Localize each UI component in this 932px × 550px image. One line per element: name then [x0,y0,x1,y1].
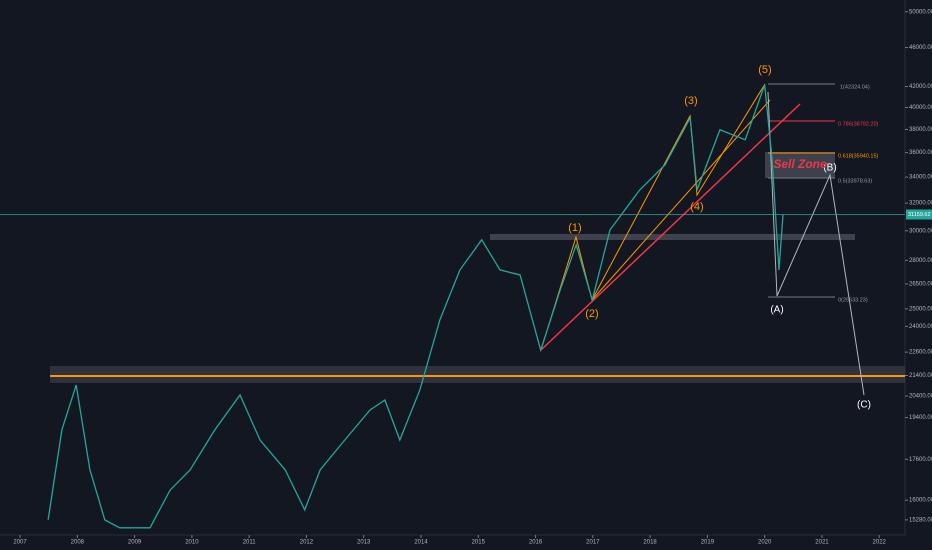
sell-zone-box [765,152,835,178]
x-tick-label: 2013 [357,540,371,546]
y-tick-label: 38000.00 [909,127,932,133]
trend-line [591,99,771,301]
wave-lines [540,83,766,351]
x-tick-label: 2015 [472,540,486,546]
x-tick-label: 2016 [529,540,543,546]
x-tick-label: 2009 [128,540,142,546]
y-tick-label: 24000.00 [909,324,932,330]
price-line [47,84,784,529]
fib-label: 0.786(38792.20) [838,121,879,127]
y-tick-label: 32000.00 [909,201,932,207]
last-price-label: 31159.62 [908,212,931,218]
sell-zone-label: Sell Zone [773,157,827,171]
wave-label: (3) [684,95,697,107]
fib-label: 1(42324.04) [840,84,870,90]
fib-label: 0(25633.23) [838,297,868,303]
y-tick-label: 40000.00 [909,105,932,111]
y-tick-label: 21400.00 [909,373,932,379]
x-tick-label: 2011 [243,540,257,546]
y-tick-label: 16000.00 [909,498,932,504]
y-tick-label: 46000.00 [909,45,932,51]
last-price-box [906,209,932,220]
wave-label: (C) [857,400,871,411]
y-tick-label: 42000.00 [909,84,932,90]
x-tick-label: 2020 [758,540,772,546]
fib-label: 0.618(35940.15) [838,153,879,159]
x-tick-label: 2017 [586,540,600,546]
wave-label: (2) [585,308,598,320]
y-tick-label: 26500.00 [909,281,932,287]
x-tick-label: 2012 [300,540,314,546]
x-tick-label: 2008 [71,540,85,546]
x-tick-label: 2018 [643,540,657,546]
x-tick-label: 2014 [414,540,428,546]
y-tick-label: 20400.00 [909,394,932,400]
y-tick-label: 19400.00 [909,415,932,421]
wave-label: (B) [823,163,836,174]
y-tick-label: 25000.00 [909,306,932,312]
wave-label: (4) [690,201,703,213]
y-tick-label: 15280.00 [909,517,932,523]
y-tick-label: 22600.00 [909,350,932,356]
wave-label: (1) [568,222,581,234]
wave-label: (5) [758,64,771,76]
x-tick-label: 2007 [13,540,27,546]
support-zone [50,366,905,383]
y-tick-label: 30000.00 [909,228,932,234]
x-tick-label: 2010 [185,540,199,546]
x-tick-label: 2021 [815,540,829,546]
trend-line [540,103,801,351]
projection-lines [767,91,865,396]
y-tick-label: 36000.00 [909,150,932,156]
x-tick-label: 2022 [873,540,887,546]
y-tick-label: 17600.00 [909,457,932,463]
x-tick-label: 2019 [701,540,715,546]
y-tick-label: 50000.00 [909,9,932,15]
y-tick-label: 34000.00 [909,175,932,181]
resistance-zone [490,234,855,240]
y-tick-label: 28000.00 [909,258,932,264]
fib-label: 0.5(33978.63) [838,178,872,184]
wave-label: (A) [770,305,783,316]
